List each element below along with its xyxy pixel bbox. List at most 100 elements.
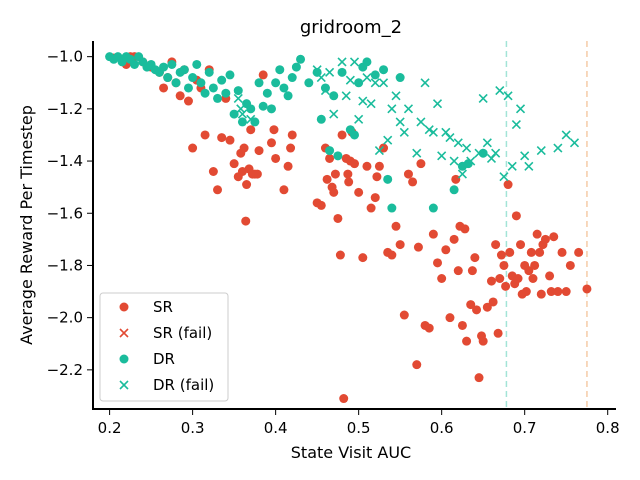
point-dr <box>233 86 243 96</box>
point-dr-fail <box>503 91 513 101</box>
point-sr <box>379 143 389 153</box>
point-sr <box>482 302 492 312</box>
point-dr <box>130 59 140 69</box>
point-dr <box>221 88 231 98</box>
point-sr <box>462 336 472 346</box>
point-dr <box>325 146 335 156</box>
point-sr <box>546 287 556 297</box>
point-sr <box>208 166 218 176</box>
point-dr <box>159 62 169 72</box>
point-sr <box>582 284 592 294</box>
point-dr <box>383 174 393 184</box>
point-dr-fail <box>320 86 331 96</box>
point-sr <box>408 177 418 187</box>
point-dr-fail <box>445 133 455 143</box>
point-sr <box>175 91 185 101</box>
x-tick-label: 0.2 <box>98 419 122 437</box>
point-sr <box>574 247 584 257</box>
x-tick-label: 0.7 <box>513 419 537 437</box>
point-sr <box>242 180 252 190</box>
point-dr <box>254 78 264 88</box>
point-sr <box>337 130 347 140</box>
legend-marker <box>119 380 129 390</box>
point-sr <box>565 260 575 270</box>
point-dr-fail <box>312 65 322 75</box>
point-sr <box>457 320 467 330</box>
point-dr <box>179 65 189 75</box>
point-sr <box>495 274 505 284</box>
point-sr <box>535 247 545 257</box>
point-dr <box>229 109 239 119</box>
point-dr-fail <box>362 72 372 83</box>
point-sr <box>516 240 526 250</box>
point-dr-fail <box>420 78 430 88</box>
point-dr-fail <box>569 138 580 148</box>
point-dr <box>387 203 397 213</box>
point-dr-fail <box>378 78 389 88</box>
point-dr-fail <box>424 125 434 135</box>
point-sr <box>451 174 461 184</box>
point-sr <box>188 143 198 153</box>
point-dr-fail <box>482 138 492 148</box>
point-dr-fail <box>233 93 243 103</box>
point-dr <box>188 73 198 83</box>
point-dr <box>163 73 173 83</box>
point-sr <box>246 125 256 135</box>
point-sr <box>358 253 368 263</box>
point-dr-fail <box>453 138 463 148</box>
point-sr <box>466 300 476 310</box>
point-sr <box>391 221 401 231</box>
point-sr <box>470 253 480 263</box>
point-sr <box>213 185 223 195</box>
point-sr <box>330 169 340 179</box>
point-dr-fail <box>511 119 521 130</box>
point-dr-fail <box>341 91 351 101</box>
point-sr <box>372 172 382 182</box>
point-sr <box>545 271 555 281</box>
x-tick-label: 0.3 <box>181 419 205 437</box>
point-dr <box>279 83 289 93</box>
point-dr <box>337 67 347 77</box>
point-sr <box>159 83 169 93</box>
point-sr <box>374 161 384 171</box>
point-sr <box>488 297 498 307</box>
y-tick-label: −2.2 <box>47 361 83 379</box>
point-sr <box>370 193 380 203</box>
point-dr-fail <box>515 104 526 114</box>
point-sr <box>403 169 413 179</box>
point-sr <box>412 360 422 370</box>
point-dr-fail <box>491 148 501 158</box>
point-dr-fail <box>387 104 397 114</box>
point-dr-fail <box>437 151 447 161</box>
point-sr <box>239 143 249 153</box>
y-tick-label: −1.6 <box>47 204 83 222</box>
point-sr <box>445 313 455 323</box>
point-dr-fail <box>520 151 530 161</box>
point-sr <box>344 177 354 187</box>
point-dr-fail <box>432 99 443 109</box>
point-sr <box>503 180 513 190</box>
point-sr <box>491 240 501 250</box>
point-sr <box>395 240 405 250</box>
y-tick-label: −1.4 <box>47 152 83 170</box>
point-sr <box>241 216 251 226</box>
point-dr-fail <box>325 67 335 77</box>
legend: SR SR (fail) DR DR (fail) <box>99 292 229 402</box>
point-dr-fail <box>395 117 405 127</box>
point-dr <box>362 57 372 67</box>
point-dr-fail <box>536 146 546 156</box>
x-tick-label: 0.4 <box>264 419 288 437</box>
point-sr <box>269 125 279 135</box>
point-sr <box>271 153 281 163</box>
point-dr-fail <box>354 114 364 124</box>
x-ticks: 0.2 0.3 0.4 0.5 0.6 0.7 0.8 <box>98 409 620 437</box>
point-dr <box>196 78 206 88</box>
y-tick-label: −1.0 <box>47 48 83 66</box>
point-dr <box>258 101 268 111</box>
point-sr <box>254 146 264 156</box>
point-dr <box>379 65 389 75</box>
point-sr <box>428 229 438 239</box>
point-dr-fail <box>374 146 384 156</box>
x-tick-label: 0.5 <box>347 419 371 437</box>
point-dr <box>304 78 314 88</box>
